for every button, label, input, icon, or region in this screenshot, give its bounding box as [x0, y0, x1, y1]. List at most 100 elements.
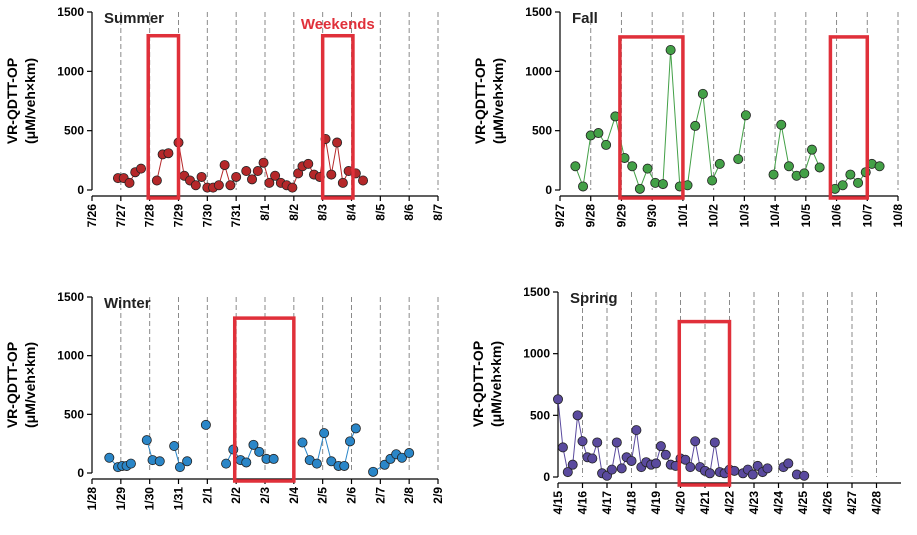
x-tick-label: 2/7 — [373, 487, 387, 504]
data-point — [578, 181, 589, 192]
data-point — [768, 169, 779, 180]
y-axis-title: VR-QDTT-OP — [4, 58, 20, 144]
x-tick-label: 4/20 — [674, 491, 688, 515]
x-tick-label: 4/16 — [576, 491, 590, 515]
data-point — [747, 469, 758, 480]
data-point — [337, 177, 348, 188]
data-point — [704, 468, 715, 479]
data-point — [368, 466, 379, 477]
y-tick-label: 0 — [543, 470, 550, 484]
x-tick-label: 10/8 — [891, 204, 905, 228]
data-point — [124, 177, 135, 188]
chart-panel-summer: 0 500 1000 1500 7/26 7/27 7/28 7/29 7/30 7/31 8/1 8… — [4, 5, 445, 227]
data-point — [350, 423, 361, 434]
data-point — [853, 177, 864, 188]
x-tick-label: 8/7 — [431, 204, 445, 221]
season-title: Fall — [572, 10, 598, 27]
data-point — [660, 449, 671, 460]
y-tick-label: 500 — [64, 407, 84, 421]
x-tick-label: 4/25 — [796, 491, 810, 515]
data-point — [685, 462, 696, 473]
y-axis-unit: (μM/veh×km) — [22, 342, 38, 428]
series-line — [737, 115, 747, 160]
x-tick-label: 2/6 — [345, 487, 359, 504]
x-tick-label: 10/2 — [707, 204, 721, 228]
x-tick-label: 7/27 — [114, 204, 128, 228]
data-point — [196, 171, 207, 182]
data-point — [332, 137, 343, 148]
data-point — [577, 436, 588, 447]
x-tick-label: 9/30 — [645, 204, 659, 228]
data-point — [567, 459, 578, 470]
data-point — [319, 428, 330, 439]
x-tick-label: 1/28 — [85, 487, 99, 511]
y-tick-label: 1000 — [525, 64, 552, 78]
x-tick-label: 4/15 — [551, 491, 565, 515]
data-point — [104, 452, 115, 463]
x-tick-label: 4/17 — [600, 491, 614, 515]
y-axis-unit: (μM/veh×km) — [490, 58, 506, 144]
data-point — [762, 463, 773, 474]
x-tick-label: 7/28 — [143, 204, 157, 228]
data-point — [326, 169, 337, 180]
data-point — [642, 163, 653, 174]
x-tick-label: 4/18 — [625, 491, 639, 515]
weekend-box — [828, 35, 870, 200]
data-point — [125, 458, 136, 469]
data-point — [270, 170, 281, 181]
y-tick-label: 500 — [532, 124, 552, 138]
data-point — [799, 168, 810, 179]
data-point — [326, 456, 337, 467]
data-point — [345, 436, 356, 447]
chart-panel-fall: 0 500 1000 1500 9/27 9/28 9/29 9/30 10/1 10/2 10/3… — [472, 5, 905, 227]
x-tick-label: 4/23 — [747, 491, 761, 515]
data-point — [264, 177, 275, 188]
data-point — [783, 161, 794, 172]
y-axis-unit: (μM/veh×km) — [22, 58, 38, 144]
x-tick-label: 7/26 — [85, 204, 99, 228]
weekend-box — [232, 316, 296, 483]
data-point — [709, 437, 720, 448]
data-point — [587, 453, 598, 464]
x-tick-label: 2/1 — [200, 487, 214, 504]
data-point — [258, 157, 269, 168]
chart-panel-spring: 0 500 1000 1500 4/15 4/16 4/17 4/18 4/19 4/20 4/21… — [470, 285, 901, 514]
data-point — [874, 161, 885, 172]
x-tick-label: 1/29 — [114, 487, 128, 511]
x-tick-label: 10/7 — [860, 204, 874, 228]
data-point — [268, 453, 279, 464]
data-point — [200, 419, 211, 430]
data-point — [404, 448, 415, 459]
data-point — [293, 168, 304, 179]
data-point — [254, 446, 265, 457]
season-title: Spring — [570, 290, 618, 307]
data-point — [657, 179, 668, 190]
data-point — [141, 435, 152, 446]
data-point — [593, 128, 604, 139]
data-point — [221, 458, 232, 469]
data-point — [169, 441, 180, 452]
data-point — [783, 458, 794, 469]
x-tick-label: 10/3 — [737, 204, 751, 228]
y-tick-label: 500 — [530, 408, 550, 422]
y-tick-label: 1500 — [523, 285, 550, 299]
data-point — [151, 175, 162, 186]
data-point — [297, 437, 308, 448]
y-axis-title: VR-QDTT-OP — [4, 342, 20, 428]
weekend-box — [677, 319, 732, 487]
y-axis-title: VR-QDTT-OP — [472, 58, 488, 144]
x-tick-label: 9/27 — [553, 204, 567, 228]
data-point — [311, 458, 322, 469]
data-point — [616, 463, 627, 474]
x-tick-label: 2/9 — [431, 487, 445, 504]
data-point — [339, 460, 350, 471]
data-point — [572, 410, 583, 421]
data-point — [845, 169, 856, 180]
data-point — [241, 457, 252, 468]
data-point — [396, 452, 407, 463]
y-tick-label: 1500 — [57, 290, 84, 304]
data-point — [627, 161, 638, 172]
season-title: Winter — [104, 295, 151, 312]
x-tick-label: 8/2 — [287, 204, 301, 221]
